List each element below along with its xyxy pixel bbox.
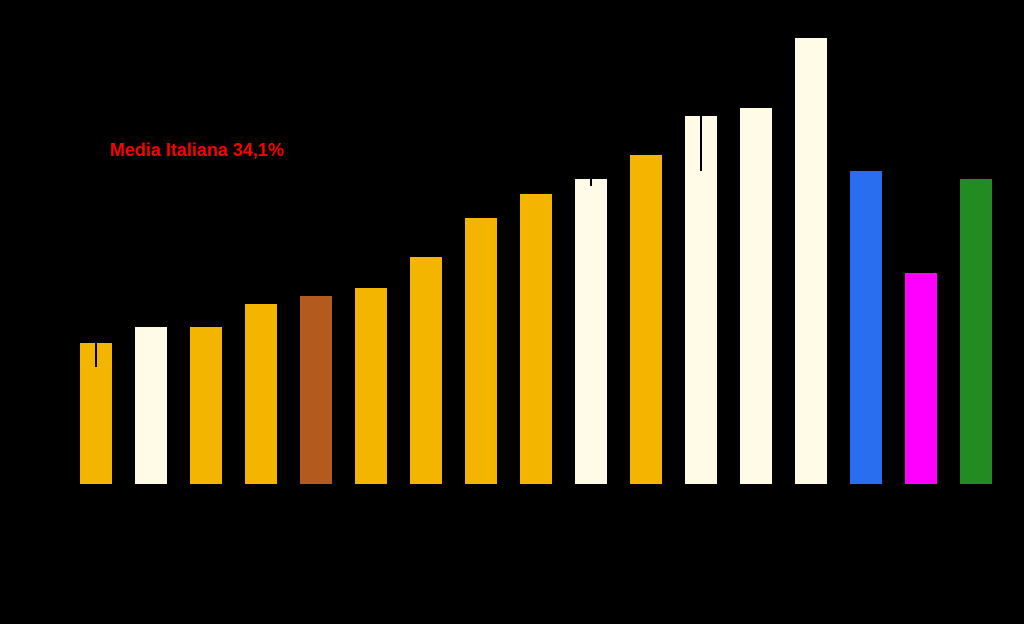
bar-15 (905, 273, 937, 485)
bar-12 (740, 108, 772, 484)
bar-9 (575, 179, 607, 485)
bar-3 (245, 304, 277, 484)
bar-7 (465, 218, 497, 484)
bar-2 (190, 327, 222, 484)
bar-8 (520, 194, 552, 484)
annotation-media-italiana: Media Italiana 34,1% (110, 140, 284, 161)
bar-11 (685, 116, 717, 484)
error-bar-11 (700, 61, 702, 171)
bar-13 (795, 38, 827, 485)
bar-10 (630, 155, 662, 484)
bar-16 (960, 179, 992, 485)
bar-6 (410, 257, 442, 484)
bar-14 (850, 171, 882, 484)
bar-4 (300, 296, 332, 484)
error-bar-9 (590, 171, 592, 187)
bar-chart: Media Italiana 34,1% (0, 0, 1024, 624)
bar-1 (135, 327, 167, 484)
bar-5 (355, 288, 387, 484)
error-bar-0 (95, 320, 97, 367)
